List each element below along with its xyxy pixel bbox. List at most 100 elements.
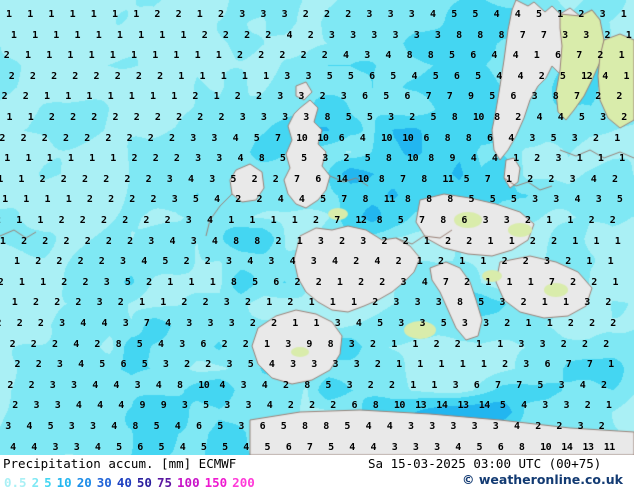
grid-value: 2 (146, 276, 152, 288)
grid-value: 2 (601, 379, 607, 391)
map-raster-layer (0, 0, 634, 455)
grid-value: 3 (190, 132, 196, 144)
grid-value: 3 (120, 256, 126, 268)
grid-value: 7 (586, 359, 593, 371)
grid-value: 1 (37, 215, 43, 226)
grid-value: 3 (216, 153, 222, 165)
grid-value: 5 (476, 441, 483, 453)
grid-value: 13 (457, 400, 470, 412)
grid-value: 4 (179, 441, 186, 453)
grid-value: 4 (343, 50, 349, 62)
grid-value: 12 (581, 70, 593, 82)
grid-value: 1 (291, 215, 298, 226)
grid-value: 1 (18, 173, 24, 185)
grid-value: 10 (198, 379, 210, 391)
grid-value: 3 (303, 112, 309, 123)
grid-value: 1 (620, 9, 627, 20)
grid-value: 2 (202, 297, 209, 309)
grid-value: 2 (22, 91, 29, 103)
grid-value: 8 (258, 153, 265, 165)
grid-value: 2 (147, 132, 154, 144)
grid-value: 1 (567, 215, 573, 226)
grid-value: 5 (468, 194, 475, 206)
grid-value: 3 (531, 91, 538, 103)
grid-value: 4 (421, 276, 428, 288)
grid-value: 5 (463, 173, 470, 185)
grid-value: 1 (329, 297, 336, 309)
grid-value: 5 (192, 194, 199, 206)
grid-value: 1 (128, 91, 135, 103)
grid-value: 4 (557, 112, 564, 123)
grid-value: 2 (52, 338, 58, 350)
grid-value: 1 (586, 256, 592, 268)
grid-value: 1 (266, 297, 272, 309)
grid-value: 3 (499, 297, 505, 309)
grid-value: 1 (336, 276, 343, 288)
grid-value: 1 (88, 50, 95, 62)
grid-value: 2 (556, 421, 562, 432)
grid-value: 2 (300, 50, 307, 62)
grid-value: 2 (117, 297, 124, 309)
grid-value: 2 (0, 319, 1, 329)
grid-value: 3 (224, 400, 230, 412)
grid-value: 4 (430, 9, 436, 20)
grid-value: 3 (529, 132, 535, 144)
grid-value: 5 (162, 256, 168, 268)
grid-value: 4 (78, 359, 84, 371)
grid-value: 2 (597, 50, 603, 62)
grid-value: 2 (63, 235, 70, 247)
grid-value: 1 (292, 318, 298, 329)
grid-value: 8 (327, 338, 334, 350)
grid-value: 2 (244, 29, 250, 41)
grid-value: 3 (482, 215, 489, 226)
grid-value: 1 (0, 235, 6, 247)
grid-value: 6 (120, 359, 127, 371)
grid-value: 2 (389, 379, 395, 391)
grid-value: 2 (604, 29, 611, 41)
grid-value: 4 (97, 400, 103, 412)
grid-value: 2 (612, 173, 618, 185)
grid-value: 1 (131, 50, 137, 62)
grid-value: 2 (560, 338, 567, 350)
grid-value: 1 (576, 153, 583, 165)
grid-value: 2 (609, 215, 616, 226)
grid-value: 2 (309, 400, 315, 412)
grid-value: 7 (334, 215, 340, 226)
grid-value: 4 (470, 153, 477, 165)
grid-value: 4 (10, 441, 16, 453)
grid-value: 8 (372, 400, 379, 412)
grid-value: 2 (91, 112, 97, 123)
scale-value-150: 150 (204, 475, 228, 490)
grid-value: 3 (577, 421, 584, 432)
grid-value: 5 (203, 400, 209, 412)
grid-value: 3 (569, 173, 576, 185)
grid-value: 2 (122, 215, 128, 226)
grid-value: 4 (370, 441, 377, 453)
grid-value: 2 (409, 112, 415, 123)
grid-value: 4 (374, 256, 380, 268)
grid-value: 5 (364, 153, 371, 165)
grid-value: 2 (84, 132, 90, 144)
grid-value: 5 (222, 441, 228, 453)
grid-value: 2 (339, 235, 345, 247)
grid-value: 1 (220, 70, 227, 82)
grid-value: 8 (426, 194, 432, 206)
grid-value: 4 (26, 421, 32, 432)
grid-value: 8 (444, 132, 451, 144)
grid-value: 2 (150, 194, 157, 206)
grid-value: 2 (294, 276, 301, 288)
grid-value: 2 (143, 215, 149, 226)
grid-value: 9 (468, 91, 474, 103)
grid-value: 2 (84, 235, 91, 247)
grid-value: 2 (548, 173, 554, 185)
grid-value: 10 (472, 112, 485, 123)
grid-value: 1 (625, 29, 632, 41)
grid-value: 2 (94, 338, 100, 350)
grid-value: 1 (178, 70, 184, 82)
grid-value: 4 (165, 318, 171, 329)
grid-value: 2 (307, 29, 314, 41)
grid-value: 2 (12, 400, 18, 412)
grid-value: 2 (395, 256, 402, 268)
grid-value: 5 (252, 276, 258, 288)
